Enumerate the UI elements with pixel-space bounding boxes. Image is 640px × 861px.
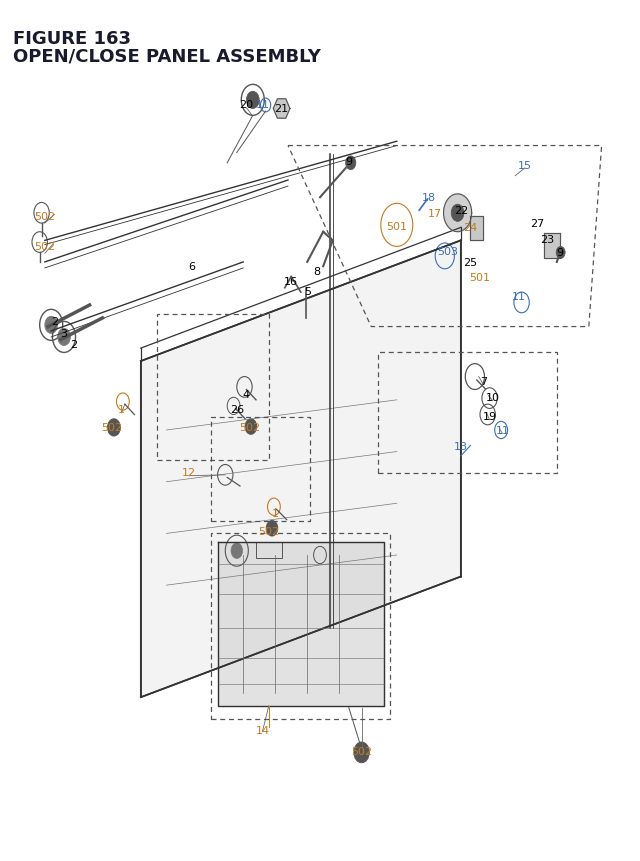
Text: 27: 27 xyxy=(531,219,545,229)
Circle shape xyxy=(45,317,58,334)
Circle shape xyxy=(266,521,278,536)
Text: 18: 18 xyxy=(422,193,436,203)
Text: 501: 501 xyxy=(387,221,407,232)
Text: 22: 22 xyxy=(454,206,468,216)
Text: 16: 16 xyxy=(284,276,298,287)
Text: 4: 4 xyxy=(243,389,250,400)
Text: 8: 8 xyxy=(313,266,321,276)
Text: 5: 5 xyxy=(304,287,310,297)
Text: FIGURE 163: FIGURE 163 xyxy=(13,30,131,48)
Text: 14: 14 xyxy=(255,725,269,735)
Text: 24: 24 xyxy=(463,223,477,233)
Text: 25: 25 xyxy=(463,257,477,268)
Text: 11: 11 xyxy=(495,425,509,436)
Polygon shape xyxy=(544,234,560,258)
Text: 9: 9 xyxy=(556,248,564,258)
Text: 2: 2 xyxy=(51,317,58,327)
Text: 21: 21 xyxy=(275,103,289,114)
Polygon shape xyxy=(218,542,384,706)
Text: 3: 3 xyxy=(61,329,67,339)
Circle shape xyxy=(354,742,369,763)
Text: 10: 10 xyxy=(486,393,500,403)
Text: 502: 502 xyxy=(351,746,372,756)
Bar xyxy=(256,542,282,558)
Circle shape xyxy=(346,157,356,170)
Text: 502: 502 xyxy=(239,423,260,433)
Text: 1: 1 xyxy=(272,508,278,518)
Circle shape xyxy=(556,247,565,259)
Circle shape xyxy=(245,419,257,435)
Text: 6: 6 xyxy=(189,262,195,272)
Text: 26: 26 xyxy=(230,405,244,415)
Text: 2: 2 xyxy=(70,339,77,350)
Text: 12: 12 xyxy=(182,468,196,478)
Circle shape xyxy=(108,419,120,437)
Text: 11: 11 xyxy=(511,292,525,302)
Text: 502: 502 xyxy=(34,242,56,252)
Polygon shape xyxy=(141,241,461,697)
Text: 7: 7 xyxy=(479,376,487,387)
Text: 11: 11 xyxy=(255,100,269,110)
Circle shape xyxy=(246,92,259,109)
Text: 1: 1 xyxy=(118,405,125,415)
Text: 503: 503 xyxy=(438,246,458,257)
Text: 502: 502 xyxy=(34,212,56,222)
Text: 502: 502 xyxy=(101,423,123,433)
Text: 19: 19 xyxy=(483,412,497,422)
Text: 17: 17 xyxy=(428,208,442,219)
Circle shape xyxy=(451,205,464,222)
Circle shape xyxy=(58,329,70,346)
Polygon shape xyxy=(273,100,290,119)
Circle shape xyxy=(231,543,243,559)
Polygon shape xyxy=(470,217,483,241)
Text: OPEN/CLOSE PANEL ASSEMBLY: OPEN/CLOSE PANEL ASSEMBLY xyxy=(13,47,321,65)
Text: 15: 15 xyxy=(518,160,532,170)
Text: 502: 502 xyxy=(258,526,280,536)
Text: 501: 501 xyxy=(470,273,490,283)
Text: 20: 20 xyxy=(239,100,253,110)
Text: 9: 9 xyxy=(345,157,353,167)
Text: 13: 13 xyxy=(454,442,468,452)
Polygon shape xyxy=(444,195,472,232)
Text: 23: 23 xyxy=(540,234,554,245)
